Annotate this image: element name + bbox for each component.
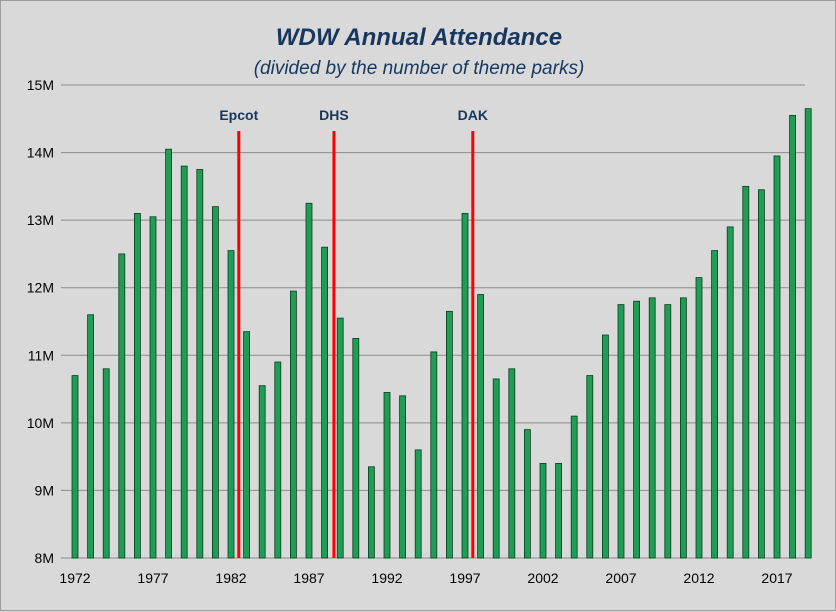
bar-2001 <box>524 429 531 559</box>
x-tick-label: 2007 <box>605 570 636 586</box>
bar-2019 <box>804 108 812 559</box>
chart-title: WDW Annual Attendance <box>276 24 562 51</box>
bar-1983 <box>243 331 251 559</box>
bar-1987 <box>305 202 313 559</box>
x-tick-label: 2017 <box>761 570 792 586</box>
bar-2009 <box>648 297 656 559</box>
bar-2007 <box>617 304 625 559</box>
event-label-dhs: DHS <box>319 107 349 123</box>
y-tick-label: 12M <box>27 280 54 296</box>
bar-2011 <box>680 297 687 559</box>
bar-1979 <box>180 165 188 559</box>
bar-1999 <box>492 378 500 559</box>
bar-1978 <box>165 148 173 559</box>
bar-1996 <box>445 310 453 559</box>
bar-2018 <box>789 115 796 559</box>
y-tick-label: 14M <box>27 145 54 161</box>
x-tick-label: 1972 <box>59 570 90 586</box>
bar-2014 <box>726 226 734 559</box>
bar-2010 <box>664 304 672 559</box>
x-tick-label: 1992 <box>371 570 402 586</box>
bar-1982 <box>227 250 235 559</box>
bar-1981 <box>211 206 219 559</box>
x-tick-label: 1977 <box>137 570 168 586</box>
bar-2006 <box>602 334 609 559</box>
bar-1977 <box>149 216 157 559</box>
y-tick-label: 9M <box>35 482 54 498</box>
x-tick-label: 1982 <box>215 570 246 586</box>
bar-1980 <box>196 169 204 559</box>
bar-2012 <box>695 277 703 559</box>
bar-1991 <box>367 466 375 559</box>
bar-1994 <box>414 449 422 559</box>
event-label-dak: DAK <box>458 107 488 123</box>
bar-2005 <box>586 375 594 559</box>
bar-1973 <box>87 314 94 559</box>
bar-2008 <box>633 300 640 559</box>
x-axis-labels: 1972 1977 1982 1987 1992 1997 2002 2007 2012 2017 <box>59 570 792 586</box>
y-tick-label: 8M <box>35 550 54 566</box>
bar-1985 <box>274 361 282 559</box>
bar-1986 <box>289 290 297 559</box>
bar-1993 <box>399 395 407 559</box>
bar-1976 <box>133 212 141 559</box>
bar-1997 <box>461 212 469 559</box>
bar-1989 <box>336 317 344 559</box>
bar-2017 <box>773 155 781 559</box>
bar-2000 <box>508 368 516 559</box>
x-tick-label: 1987 <box>293 570 324 586</box>
bar-1972 <box>71 375 79 559</box>
bar-1990 <box>352 337 360 559</box>
bar-1975 <box>118 253 126 559</box>
event-label-epcot: Epcot <box>219 107 258 123</box>
y-tick-label: 13M <box>27 212 54 228</box>
bar-2016 <box>758 189 765 559</box>
chart-subtitle: (divided by the number of theme parks) <box>254 58 585 79</box>
y-axis-labels: 8M 9M 10M 11M 12M 13M 14M 15M <box>27 77 54 566</box>
bar-1984 <box>258 385 266 559</box>
bar-2013 <box>711 250 718 559</box>
bar-1995 <box>430 351 438 559</box>
event-lines: Epcot DHS DAK <box>219 107 488 558</box>
x-tick-label: 2012 <box>683 570 714 586</box>
y-tick-label: 11M <box>28 347 54 363</box>
y-tick-label: 15M <box>27 77 54 93</box>
bar-1974 <box>102 368 110 559</box>
x-tick-label: 1997 <box>449 570 480 586</box>
bar-2003 <box>555 462 562 559</box>
x-tick-label: 2002 <box>527 570 558 586</box>
bar-2002 <box>539 462 547 559</box>
bar-1998 <box>477 294 485 559</box>
bar-1988 <box>321 246 329 559</box>
bar-2004 <box>570 415 578 559</box>
bar-2015 <box>742 185 750 559</box>
bars <box>71 108 812 559</box>
bar-1992 <box>383 392 391 559</box>
y-tick-label: 10M <box>27 415 54 431</box>
